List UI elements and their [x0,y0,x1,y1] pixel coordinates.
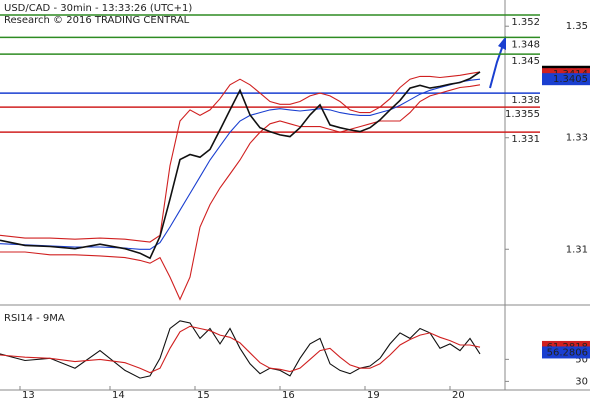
x-tick-label: 19 [367,390,380,400]
price-marker-label: 56.2806 [547,347,588,358]
series-line [0,320,481,379]
level-label: 1.352 [511,17,540,28]
level-label: 1.345 [511,56,540,67]
forecast-arrow [489,44,504,89]
x-tick-label: 16 [282,390,295,400]
y-tick-label: 50 [575,354,588,365]
level-label: 1.3355 [505,109,540,120]
x-tick-label: 14 [112,390,125,400]
x-tick-label: 13 [22,390,35,400]
y-tick-label: 1.33 [566,133,588,144]
price-marker-label: 1.3405 [553,74,588,85]
chart-subtitle: Research © 2016 TRADING CENTRAL [4,15,190,26]
forecast-arrow-head [498,36,506,50]
level-label: 1.338 [511,95,540,106]
y-tick-label: 30 [575,376,588,387]
series-line [0,71,481,260]
price-marker [542,346,590,359]
rsi-title: RSI14 - 9MA [4,313,65,324]
series-line [0,78,481,250]
series-line [0,84,481,301]
x-tick-label: 15 [197,390,210,400]
y-tick-label: 1.35 [566,21,588,32]
series-line [0,71,481,243]
level-label: 1.331 [511,134,540,145]
level-label: 1.348 [511,39,540,50]
series-line [0,325,481,374]
x-tick-label: 20 [452,390,465,400]
y-tick-label: 1.31 [566,244,588,255]
price-marker [542,73,590,86]
chart-title: USD/CAD - 30min - 13:33:26 (UTC+1) [4,3,192,14]
